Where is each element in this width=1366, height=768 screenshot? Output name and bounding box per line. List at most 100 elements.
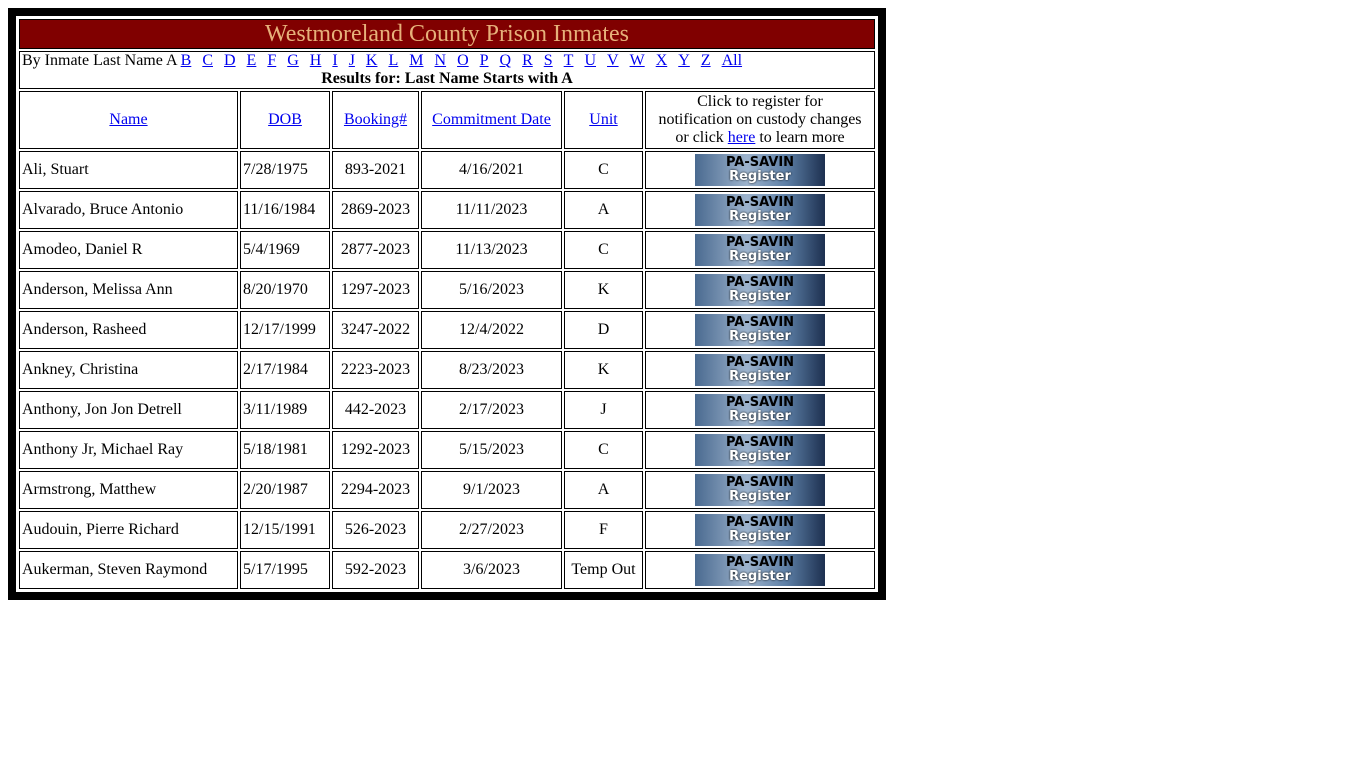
letter-link-c[interactable]: C — [202, 52, 213, 69]
letter-link-o[interactable]: O — [457, 52, 469, 69]
letter-link-h[interactable]: H — [309, 52, 322, 69]
register-cell: PA-SAVIN Register — [645, 511, 875, 549]
letter-link-m[interactable]: M — [409, 52, 424, 69]
letter-link-r[interactable]: R — [522, 52, 533, 69]
dob: 2/20/1987 — [240, 471, 330, 509]
register-text-4: to learn more — [759, 129, 845, 146]
letter-link-x[interactable]: X — [655, 52, 668, 69]
unit: C — [564, 231, 643, 269]
unit: A — [564, 191, 643, 229]
savin-label: PA-SAVIN — [725, 515, 795, 530]
dob: 11/16/1984 — [240, 191, 330, 229]
inmate-name: Aukerman, Steven Raymond — [19, 551, 238, 589]
letter-link-j[interactable]: J — [348, 52, 355, 69]
booking-number: 526-2023 — [332, 511, 419, 549]
letter-link-v[interactable]: V — [607, 52, 619, 69]
pa-savin-register-button[interactable]: PA-SAVIN Register — [695, 514, 825, 546]
inmate-name: Anthony, Jon Jon Detrell — [19, 391, 238, 429]
commitment-date: 3/6/2023 — [421, 551, 562, 589]
dob: 2/17/1984 — [240, 351, 330, 389]
letter-link-p[interactable]: P — [479, 52, 489, 69]
table-row: Armstrong, Matthew 2/20/1987 2294-2023 9/1/… — [19, 471, 875, 509]
savin-label: PA-SAVIN — [725, 315, 795, 330]
pa-savin-register-button[interactable]: PA-SAVIN Register — [695, 194, 825, 226]
register-label: Register — [729, 209, 791, 224]
letter-link-g[interactable]: G — [287, 52, 299, 69]
inmate-name: Anthony Jr, Michael Ray — [19, 431, 238, 469]
savin-label: PA-SAVIN — [725, 555, 795, 570]
letter-link-w[interactable]: W — [629, 52, 645, 69]
register-label: Register — [729, 449, 791, 464]
table-row: Ali, Stuart 7/28/1975 893-2021 4/16/2021 C PA… — [19, 151, 875, 189]
pa-savin-register-button[interactable]: PA-SAVIN Register — [695, 554, 825, 586]
inmate-name: Ali, Stuart — [19, 151, 238, 189]
inmate-name: Amodeo, Daniel R — [19, 231, 238, 269]
letter-link-t[interactable]: T — [563, 52, 574, 69]
letter-link-d[interactable]: D — [223, 52, 236, 69]
letter-link-e[interactable]: E — [246, 52, 257, 69]
sort-commitment-link[interactable]: Commitment Date — [432, 111, 551, 128]
learn-more-link[interactable]: here — [727, 129, 756, 146]
letter-link-l[interactable]: L — [388, 52, 399, 69]
unit: F — [564, 511, 643, 549]
commitment-date: 11/13/2023 — [421, 231, 562, 269]
register-cell: PA-SAVIN Register — [645, 151, 875, 189]
pa-savin-register-button[interactable]: PA-SAVIN Register — [695, 474, 825, 506]
sort-unit-link[interactable]: Unit — [589, 111, 618, 128]
savin-label: PA-SAVIN — [725, 355, 795, 370]
booking-number: 1292-2023 — [332, 431, 419, 469]
register-text-2: notification on custody changes — [658, 111, 862, 128]
commitment-date: 2/27/2023 — [421, 511, 562, 549]
unit: Temp Out — [564, 551, 643, 589]
booking-number: 2869-2023 — [332, 191, 419, 229]
savin-label: PA-SAVIN — [725, 195, 795, 210]
pa-savin-register-button[interactable]: PA-SAVIN Register — [695, 434, 825, 466]
pa-savin-register-button[interactable]: PA-SAVIN Register — [695, 394, 825, 426]
letter-link-z[interactable]: Z — [700, 52, 711, 69]
letter-link-u[interactable]: U — [584, 52, 597, 69]
letter-link-b[interactable]: B — [180, 52, 192, 69]
pa-savin-register-button[interactable]: PA-SAVIN Register — [695, 274, 825, 306]
register-cell: PA-SAVIN Register — [645, 551, 875, 589]
register-cell: PA-SAVIN Register — [645, 311, 875, 349]
commitment-date: 8/23/2023 — [421, 351, 562, 389]
register-label: Register — [729, 529, 791, 544]
page-title: Westmoreland County Prison Inmates — [19, 19, 875, 49]
pa-savin-register-button[interactable]: PA-SAVIN Register — [695, 154, 825, 186]
register-label: Register — [729, 329, 791, 344]
pa-savin-register-button[interactable]: PA-SAVIN Register — [695, 354, 825, 386]
savin-label: PA-SAVIN — [725, 275, 795, 290]
register-label: Register — [729, 169, 791, 184]
unit: J — [564, 391, 643, 429]
sort-booking-link[interactable]: Booking# — [343, 111, 408, 128]
letter-link-all[interactable]: All — [721, 52, 743, 69]
unit: A — [564, 471, 643, 509]
inmate-name: Armstrong, Matthew — [19, 471, 238, 509]
register-cell: PA-SAVIN Register — [645, 351, 875, 389]
inmate-name: Alvarado, Bruce Antonio — [19, 191, 238, 229]
booking-number: 442-2023 — [332, 391, 419, 429]
letter-link-f[interactable]: F — [267, 52, 277, 69]
pa-savin-register-button[interactable]: PA-SAVIN Register — [695, 234, 825, 266]
register-label: Register — [729, 249, 791, 264]
sort-name-link[interactable]: Name — [109, 111, 148, 128]
table-row: Alvarado, Bruce Antonio 11/16/1984 2869-20… — [19, 191, 875, 229]
register-header: Click to register for notification on cus… — [645, 91, 875, 149]
letter-link-n[interactable]: N — [434, 52, 447, 69]
letter-link-y[interactable]: Y — [678, 52, 690, 69]
sort-dob-link[interactable]: DOB — [268, 111, 302, 128]
pa-savin-register-button[interactable]: PA-SAVIN Register — [695, 314, 825, 346]
table-row: Anthony Jr, Michael Ray 5/18/1981 1292-202… — [19, 431, 875, 469]
letter-link-q[interactable]: Q — [499, 52, 512, 69]
register-label: Register — [729, 369, 791, 384]
dob: 5/17/1995 — [240, 551, 330, 589]
commitment-date: 9/1/2023 — [421, 471, 562, 509]
nav-prefix: By Inmate Last Name A — [22, 52, 177, 69]
letter-link-s[interactable]: S — [543, 52, 553, 69]
letter-link-i[interactable]: I — [332, 52, 338, 69]
letter-link-k[interactable]: K — [365, 52, 378, 69]
register-label: Register — [729, 569, 791, 584]
register-label: Register — [729, 489, 791, 504]
commitment-date: 4/16/2021 — [421, 151, 562, 189]
unit: K — [564, 271, 643, 309]
